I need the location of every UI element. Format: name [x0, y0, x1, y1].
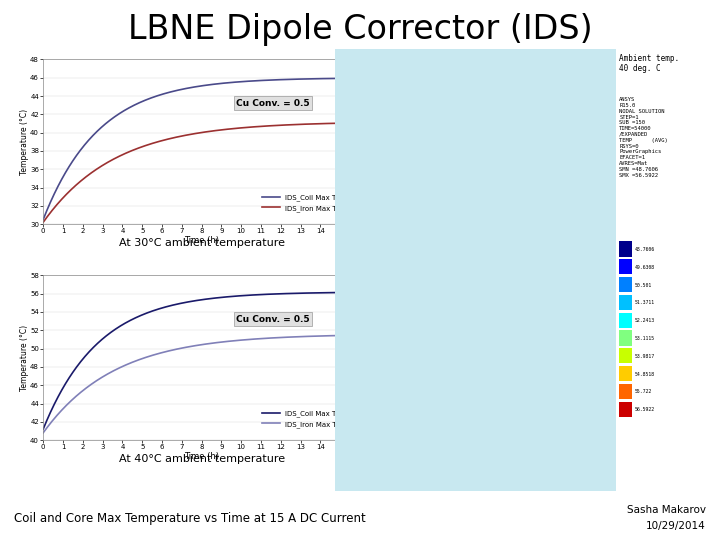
X-axis label: Time (h): Time (h): [184, 451, 219, 461]
Text: ANSYS
R15.0
NODAL SOLUTION
STEP=1
SUB =150
TIME=54000
/EXPANDED
TEMP      (AVG)
: ANSYS R15.0 NODAL SOLUTION STEP=1 SUB =1…: [619, 97, 668, 178]
Text: 52.2413: 52.2413: [634, 318, 654, 323]
Text: 49.6308: 49.6308: [634, 265, 654, 269]
Text: 54.8518: 54.8518: [634, 372, 654, 376]
Text: 56.5922: 56.5922: [634, 407, 654, 412]
Text: 53.9817: 53.9817: [634, 354, 654, 359]
Text: 55.722: 55.722: [634, 389, 652, 394]
Text: At 40°C ambient temperature: At 40°C ambient temperature: [119, 454, 284, 464]
Polygon shape: [335, 49, 616, 491]
Legend: IDS_Coil Max Temp, IDS_Iron Max Temp: IDS_Coil Max Temp, IDS_Iron Max Temp: [261, 408, 354, 430]
Text: 10/29/2014: 10/29/2014: [646, 522, 706, 531]
Text: Ambient temp.
40 deg. C: Ambient temp. 40 deg. C: [619, 54, 680, 73]
Text: Cu Conv. = 0.5: Cu Conv. = 0.5: [236, 314, 310, 323]
X-axis label: Time (h): Time (h): [184, 235, 219, 245]
Text: 53.1115: 53.1115: [634, 336, 654, 341]
Text: 51.3711: 51.3711: [634, 300, 654, 305]
Text: 48.7606: 48.7606: [634, 247, 654, 252]
Text: Coil and Core Max Temperature vs Time at 15 A DC Current: Coil and Core Max Temperature vs Time at…: [14, 512, 366, 525]
Text: 50.501: 50.501: [634, 282, 652, 287]
Text: Sasha Makarov: Sasha Makarov: [626, 505, 706, 515]
Text: LBNE Dipole Corrector (IDS): LBNE Dipole Corrector (IDS): [127, 14, 593, 46]
Legend: IDS_Coil Max Temp, IDS_Iron Max Temp: IDS_Coil Max Temp, IDS_Iron Max Temp: [261, 192, 354, 214]
Y-axis label: Temperature (°C): Temperature (°C): [19, 109, 29, 175]
Text: Cu Conv. = 0.5: Cu Conv. = 0.5: [236, 98, 310, 107]
Text: At 30°C ambient temperature: At 30°C ambient temperature: [119, 238, 284, 248]
Y-axis label: Temperature (°C): Temperature (°C): [19, 325, 29, 391]
